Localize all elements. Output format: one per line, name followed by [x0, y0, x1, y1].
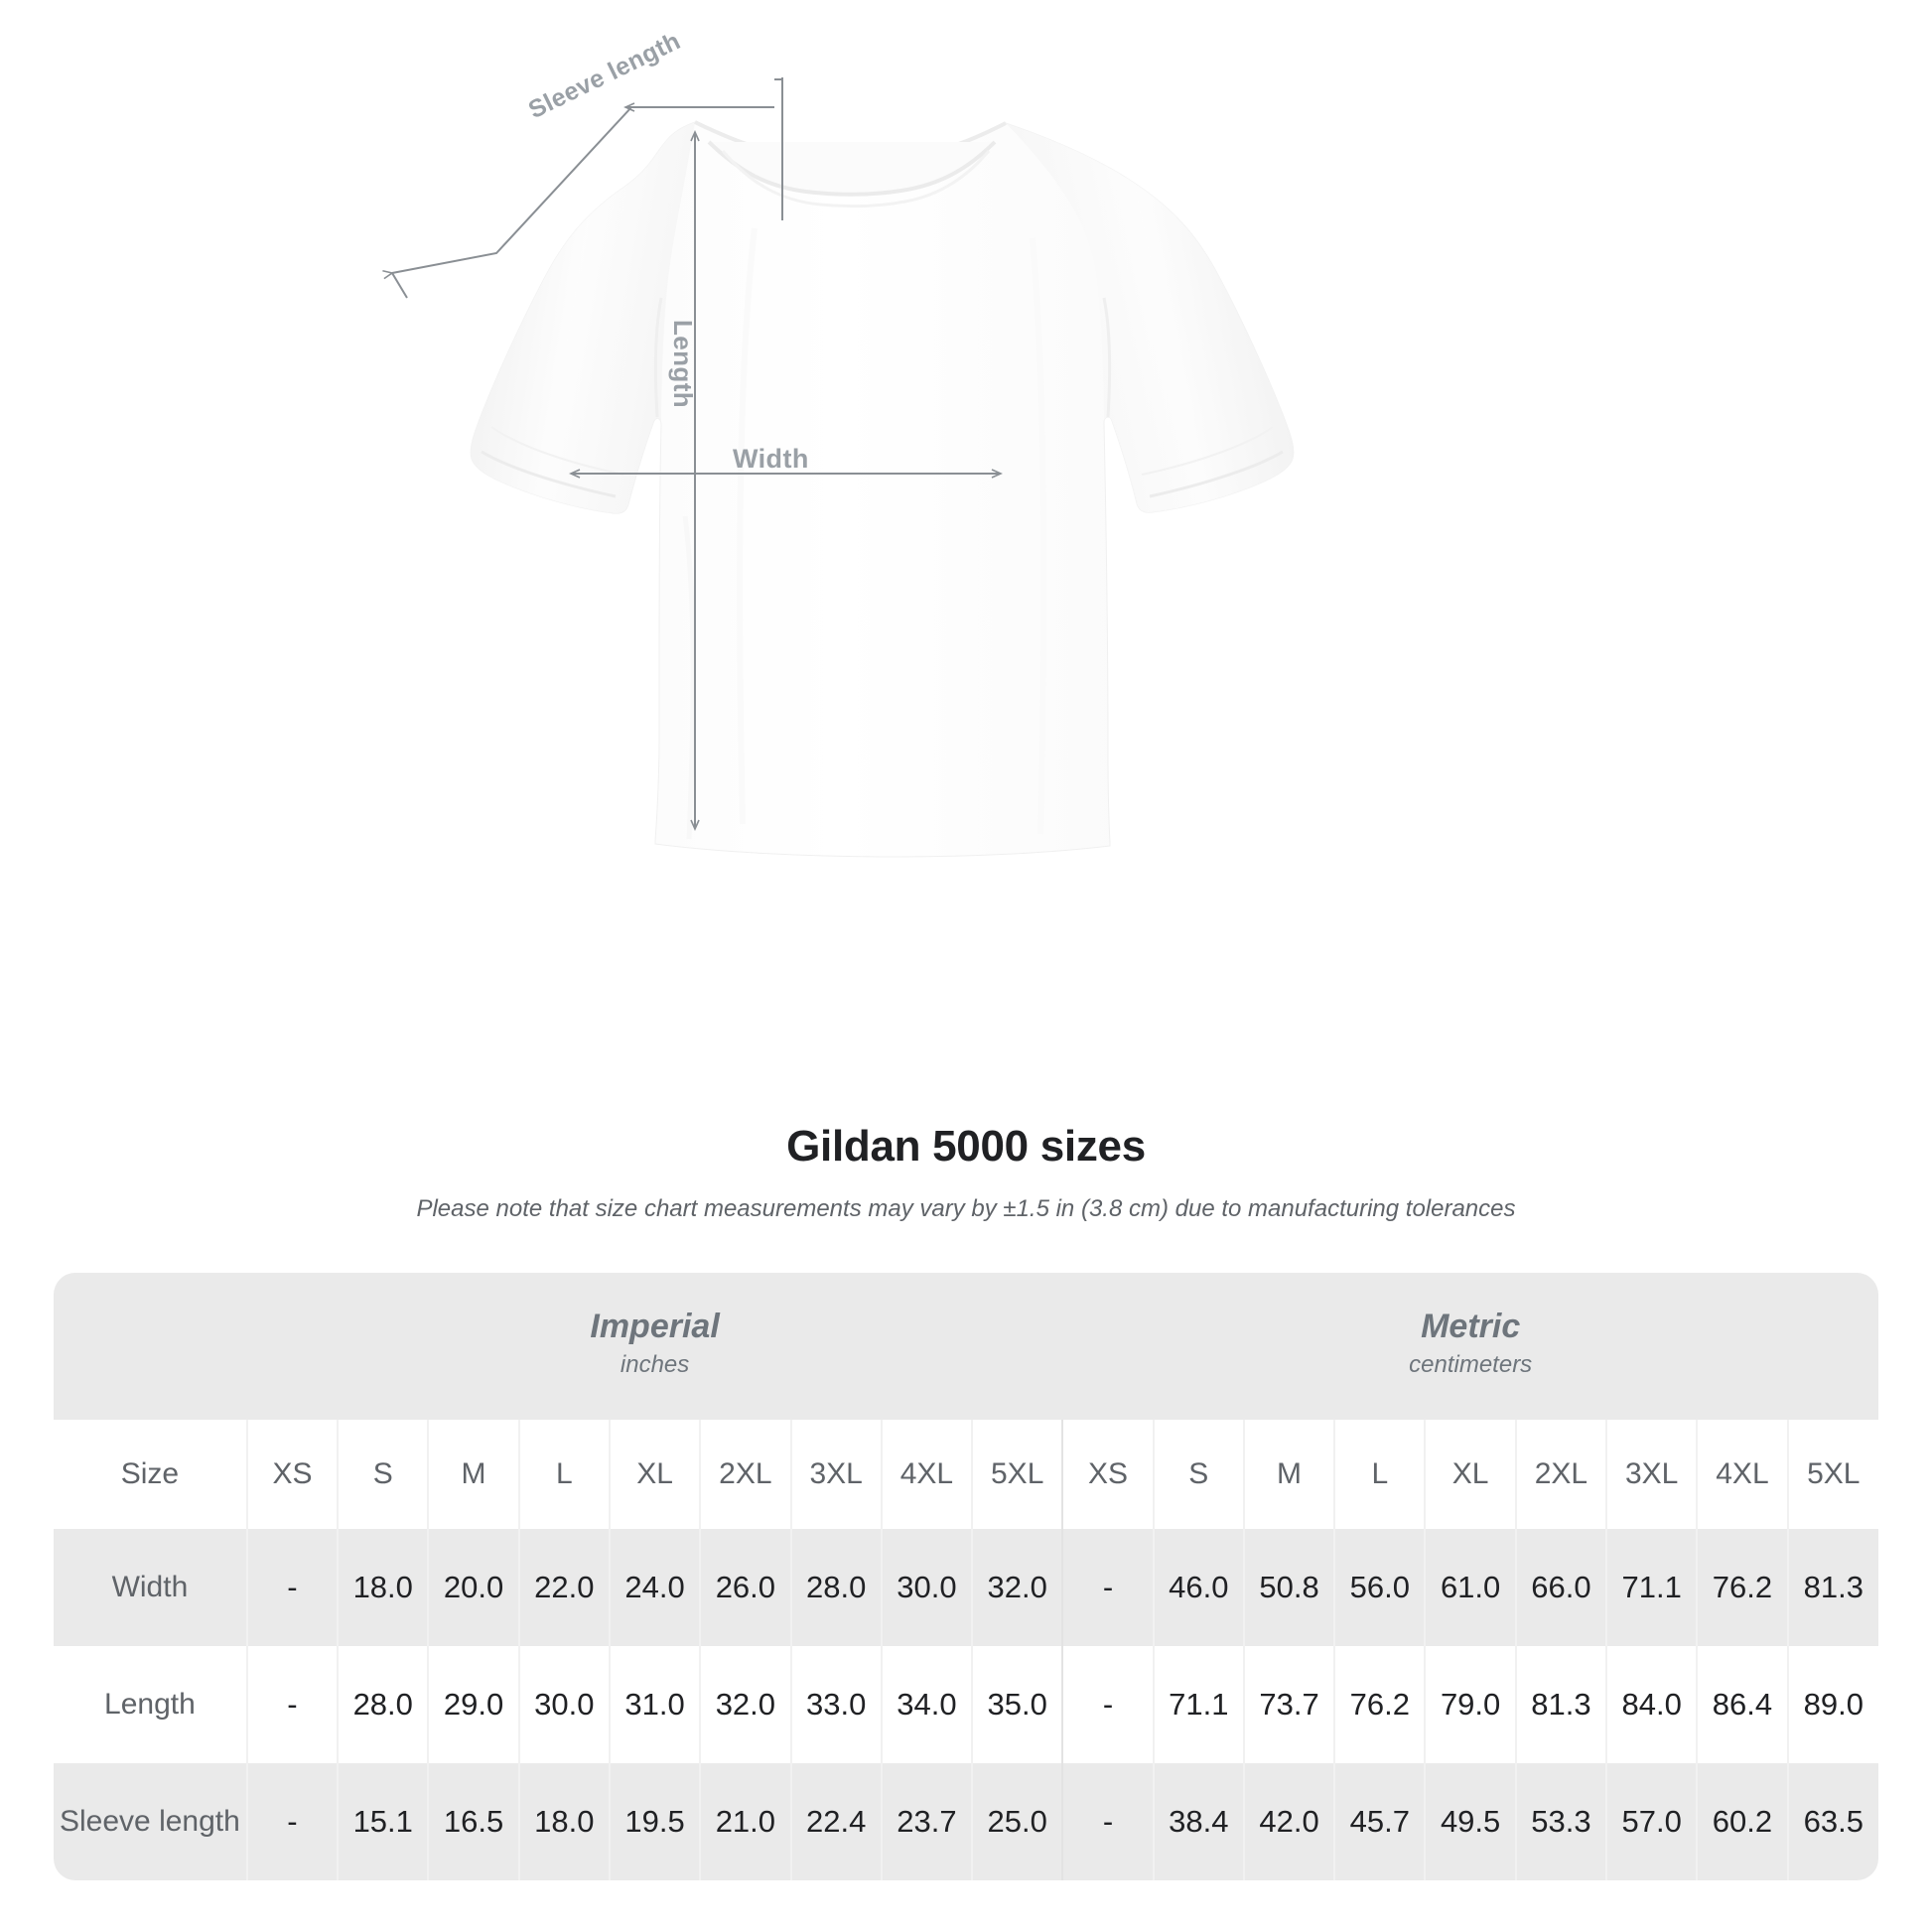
- cell-imperial: 26.0: [699, 1529, 791, 1646]
- tshirt-shape: [470, 120, 1295, 858]
- cell-metric: 38.4: [1152, 1763, 1244, 1880]
- cell-metric: -: [1061, 1646, 1154, 1763]
- page-title: Gildan 5000 sizes: [786, 1122, 1146, 1171]
- unit-header-sub: inches: [620, 1351, 690, 1379]
- size-header-metric-xl: XL: [1424, 1420, 1516, 1529]
- width-dimension-label: Width: [733, 444, 809, 474]
- size-header-imperial-5xl: 5XL: [971, 1420, 1063, 1529]
- cell-metric: 81.3: [1514, 1646, 1607, 1763]
- cell-imperial: 22.4: [789, 1763, 882, 1880]
- tshirt-illustration: [382, 77, 1295, 858]
- size-header-imperial-s: S: [337, 1420, 429, 1529]
- cell-metric: 76.2: [1333, 1646, 1426, 1763]
- tshirt-diagram: Sleeve length Length Width: [382, 27, 1295, 858]
- cell-metric: 79.0: [1424, 1646, 1516, 1763]
- size-chart-table: Imperial inches Metric centimeters Size XS S M L…: [54, 1273, 1878, 1880]
- cell-imperial: 28.0: [337, 1646, 429, 1763]
- cell-metric: 50.8: [1242, 1529, 1335, 1646]
- unit-header-name: Metric: [1421, 1308, 1521, 1346]
- cell-imperial: 25.0: [971, 1763, 1063, 1880]
- cell-imperial: 21.0: [699, 1763, 791, 1880]
- cell-imperial: 33.0: [789, 1646, 882, 1763]
- cell-imperial: 22.0: [517, 1529, 610, 1646]
- unit-header-sub: centimeters: [1409, 1351, 1533, 1379]
- unit-header-row: Imperial inches Metric centimeters: [54, 1273, 1878, 1420]
- cell-metric: 61.0: [1424, 1529, 1516, 1646]
- cell-imperial: -: [245, 1529, 339, 1646]
- size-column-header: Size: [54, 1420, 247, 1529]
- cell-imperial: 31.0: [608, 1646, 701, 1763]
- row-label-sleeve-length: Sleeve length: [54, 1763, 247, 1880]
- cell-imperial: 28.0: [789, 1529, 882, 1646]
- cell-imperial: 16.5: [427, 1763, 519, 1880]
- size-header-imperial-xs: XS: [245, 1420, 339, 1529]
- size-header-metric-m: M: [1242, 1420, 1335, 1529]
- cell-metric: 71.1: [1152, 1646, 1244, 1763]
- cell-metric: 56.0: [1333, 1529, 1426, 1646]
- title-block: Gildan 5000 sizes Please note that size …: [0, 1122, 1932, 1223]
- size-header-imperial-xl: XL: [608, 1420, 701, 1529]
- row-label-width: Width: [54, 1529, 247, 1646]
- size-header-imperial-4xl: 4XL: [880, 1420, 973, 1529]
- size-header-imperial-l: L: [517, 1420, 610, 1529]
- cell-imperial: 34.0: [880, 1646, 973, 1763]
- cell-imperial: 35.0: [971, 1646, 1063, 1763]
- size-header-imperial-3xl: 3XL: [789, 1420, 882, 1529]
- cell-metric: 84.0: [1605, 1646, 1698, 1763]
- cell-imperial: 30.0: [517, 1646, 610, 1763]
- table-row: Length -28.0 29.0 30.0 31.0 32.0 33.0 34.0 35.0-…: [54, 1646, 1878, 1763]
- table-row: Width -18.0 20.0 22.0 24.0 26.0 28.0 30.0 32.0-4…: [54, 1529, 1878, 1646]
- cell-metric: 45.7: [1333, 1763, 1426, 1880]
- cell-metric: 71.1: [1605, 1529, 1698, 1646]
- cell-metric: 89.0: [1786, 1646, 1878, 1763]
- size-header-row: Size XS S M L XL 2XL 3XL 4XL 5XL XS S M L XL 2XL 3XL 4XL 5…: [54, 1420, 1878, 1529]
- cell-imperial: 24.0: [608, 1529, 701, 1646]
- size-header-metric-4xl: 4XL: [1696, 1420, 1788, 1529]
- cell-imperial: 20.0: [427, 1529, 519, 1646]
- page-subtitle: Please note that size chart measurements…: [416, 1195, 1516, 1222]
- unit-header-metric: Metric centimeters: [1062, 1273, 1878, 1420]
- size-header-imperial-m: M: [427, 1420, 519, 1529]
- cell-imperial: 32.0: [971, 1529, 1063, 1646]
- cell-imperial: 18.0: [337, 1529, 429, 1646]
- cell-metric: 53.3: [1514, 1763, 1607, 1880]
- cell-imperial: 30.0: [880, 1529, 973, 1646]
- size-header-metric-xs: XS: [1061, 1420, 1154, 1529]
- cell-metric: 73.7: [1242, 1646, 1335, 1763]
- size-header-metric-5xl: 5XL: [1786, 1420, 1878, 1529]
- size-header-metric-2xl: 2XL: [1514, 1420, 1607, 1529]
- cell-imperial: 19.5: [608, 1763, 701, 1880]
- cell-metric: 49.5: [1424, 1763, 1516, 1880]
- cell-imperial: 18.0: [517, 1763, 610, 1880]
- dimension-lines: [382, 77, 1003, 831]
- cell-imperial: 32.0: [699, 1646, 791, 1763]
- cell-imperial: 23.7: [880, 1763, 973, 1880]
- length-dimension-label: Length: [668, 320, 698, 409]
- size-header-metric-3xl: 3XL: [1605, 1420, 1698, 1529]
- cell-metric: 57.0: [1605, 1763, 1698, 1880]
- cell-metric: -: [1061, 1763, 1154, 1880]
- row-label-length: Length: [54, 1646, 247, 1763]
- cell-metric: 63.5: [1786, 1763, 1878, 1880]
- unit-header-imperial: Imperial inches: [246, 1273, 1063, 1420]
- size-header-imperial-2xl: 2XL: [699, 1420, 791, 1529]
- cell-metric: 76.2: [1696, 1529, 1788, 1646]
- table-row: Sleeve length -15.1 16.5 18.0 19.5 21.0 22.4 23…: [54, 1763, 1878, 1880]
- cell-imperial: 29.0: [427, 1646, 519, 1763]
- unit-header-name: Imperial: [590, 1308, 720, 1346]
- cell-metric: 42.0: [1242, 1763, 1335, 1880]
- cell-imperial: 15.1: [337, 1763, 429, 1880]
- size-chart-table-wrapper: Imperial inches Metric centimeters Size XS S M L…: [54, 1273, 1878, 1880]
- cell-metric: 86.4: [1696, 1646, 1788, 1763]
- cell-metric: 66.0: [1514, 1529, 1607, 1646]
- cell-metric: 60.2: [1696, 1763, 1788, 1880]
- cell-imperial: -: [245, 1763, 339, 1880]
- cell-metric: 46.0: [1152, 1529, 1244, 1646]
- cell-metric: 81.3: [1786, 1529, 1878, 1646]
- unit-header-spacer: [54, 1273, 247, 1420]
- cell-metric: -: [1061, 1529, 1154, 1646]
- size-header-metric-s: S: [1152, 1420, 1244, 1529]
- cell-imperial: -: [245, 1646, 339, 1763]
- size-header-metric-l: L: [1333, 1420, 1426, 1529]
